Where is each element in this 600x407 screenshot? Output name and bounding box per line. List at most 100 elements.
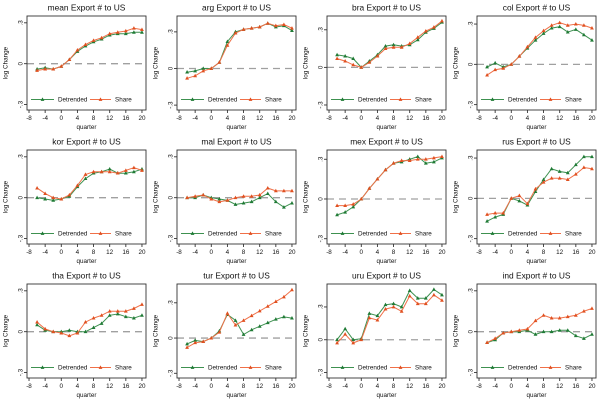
legend-label-share: Share <box>265 97 282 104</box>
y-tick-label: 0 <box>18 195 25 199</box>
x-axis-label: quarter <box>227 392 247 399</box>
x-axis-label: quarter <box>377 392 397 399</box>
share-marker <box>123 168 128 172</box>
y-axis-label: log Change <box>3 314 10 347</box>
x-axis-label: quarter <box>377 258 397 265</box>
plot-border <box>326 15 447 111</box>
detrended-line <box>336 288 443 341</box>
y-axis-label: log Change <box>303 46 310 79</box>
share-marker <box>351 62 356 67</box>
share-marker <box>83 172 88 176</box>
x-axis-label: quarter <box>377 124 397 131</box>
y-axis-label: log Change <box>153 180 160 213</box>
share-marker <box>107 169 112 174</box>
y-tick-label: 0 <box>168 195 175 199</box>
x-tick-label: -4 <box>342 249 348 256</box>
chart-panel-bra: bra Export # to US .3 0 -.3 -8 -4 0 4 8 12 16 20 qua… <box>300 0 450 134</box>
y-tick-label: -.3 <box>18 100 25 108</box>
share-marker <box>525 201 530 206</box>
detrended-marker <box>367 311 372 315</box>
share-marker <box>217 60 222 64</box>
plot-border <box>176 149 297 245</box>
bra-export-chart: bra Export # to US .3 0 -.3-8 -4 0 4 8 12 16 20 qua… <box>303 3 447 131</box>
panel-title: arg Export # to US <box>202 3 271 13</box>
x-tick-label: 12 <box>106 249 114 256</box>
detrended-marker <box>335 212 339 217</box>
panel-title: tha Export # to US <box>52 271 121 281</box>
x-tick-label: 4 <box>76 249 80 256</box>
detrended-marker <box>391 301 396 306</box>
x-tick-label: 0 <box>510 115 514 122</box>
detrended-marker <box>123 314 128 319</box>
share-marker <box>501 211 506 215</box>
detrended-marker <box>107 166 112 171</box>
y-tick-label: .3 <box>18 154 25 160</box>
share-marker <box>225 311 230 315</box>
share-marker <box>265 186 270 190</box>
detrended-marker <box>557 169 562 173</box>
share-marker <box>140 302 144 306</box>
detrended-marker <box>415 154 420 159</box>
mex-export-chart: mex Export # to US .3 0 -.3-8 -4 0 4 8 12 16 20 qua… <box>303 137 447 265</box>
detrended-marker <box>123 31 128 36</box>
legend-label-detrended: Detrended <box>58 97 88 104</box>
detrended-marker <box>99 321 104 325</box>
share-marker <box>59 64 64 68</box>
share-marker <box>249 26 254 30</box>
x-axis-label: quarter <box>77 258 97 265</box>
legend-marker-detrended <box>190 97 195 101</box>
y-tick-label: -.3 <box>468 100 475 108</box>
share-marker <box>225 198 230 202</box>
share-marker <box>359 196 364 201</box>
x-tick-label: -4 <box>492 383 498 390</box>
x-tick-label: 16 <box>122 383 130 390</box>
x-tick-label: 12 <box>406 115 414 122</box>
share-marker <box>423 157 428 161</box>
y-axis-label: log Change <box>453 46 460 79</box>
y-axis-label: log Change <box>153 314 160 347</box>
detrended-marker <box>573 333 578 338</box>
x-tick-label: 12 <box>556 383 564 390</box>
legend-marker-share <box>548 365 553 369</box>
share-marker <box>501 66 506 70</box>
legend-marker-detrended <box>340 231 345 235</box>
x-tick-label: 4 <box>376 115 380 122</box>
share-marker <box>581 309 586 313</box>
x-tick-label: 4 <box>526 249 530 256</box>
share-marker <box>51 67 56 71</box>
x-tick-label: -8 <box>476 383 482 390</box>
x-tick-label: 16 <box>122 115 130 122</box>
share-marker <box>257 192 262 197</box>
detrended-marker <box>549 166 554 171</box>
share-marker <box>257 308 262 313</box>
x-axis-label: quarter <box>227 124 247 131</box>
detrended-marker <box>541 177 546 181</box>
x-tick-label: 8 <box>92 115 96 122</box>
detrended-marker <box>431 159 436 164</box>
x-tick-label: -4 <box>42 249 48 256</box>
x-tick-label: 0 <box>360 383 364 390</box>
detrended-line <box>486 156 592 222</box>
share-marker <box>217 330 222 334</box>
y-tick-label: 0 <box>318 197 325 201</box>
share-marker <box>83 320 88 324</box>
share-marker <box>440 298 444 302</box>
legend-label-detrended: Detrended <box>58 365 88 372</box>
detrended-marker <box>51 198 56 202</box>
legend-marker-share <box>248 365 253 369</box>
rus-export-chart: rus Export # to US .3 0 -.3-8 -4 0 4 8 12 16 20 qua… <box>453 137 597 265</box>
x-tick-label: 16 <box>422 383 430 390</box>
share-marker <box>565 23 570 27</box>
legend-label-detrended: Detrended <box>508 365 538 372</box>
share-marker <box>185 345 189 349</box>
y-tick-label: -.3 <box>168 369 175 377</box>
y-tick-label: .3 <box>168 300 175 306</box>
share-marker <box>581 165 586 169</box>
detrended-marker <box>565 328 570 332</box>
x-tick-label: 20 <box>588 383 596 390</box>
share-marker <box>359 65 364 69</box>
share-marker <box>185 76 189 80</box>
share-marker <box>367 315 372 320</box>
x-tick-label: 8 <box>242 249 246 256</box>
detrended-marker <box>217 196 222 201</box>
